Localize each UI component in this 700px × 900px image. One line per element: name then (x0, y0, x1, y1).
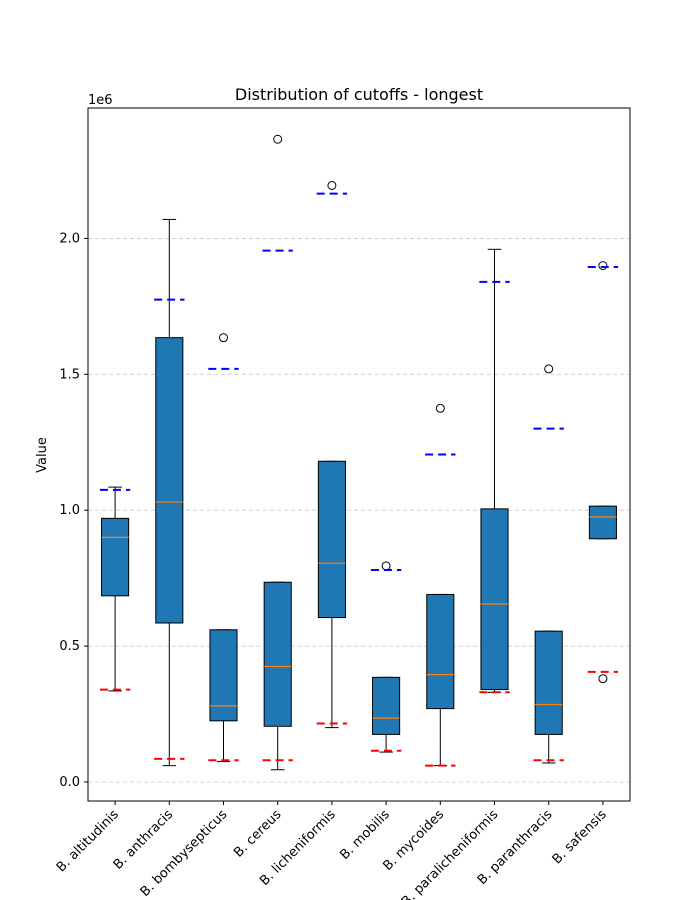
y-tick-label: 0.0 (59, 775, 80, 790)
outlier-point (327, 180, 337, 190)
box-5 (316, 180, 348, 729)
chart-title: Distribution of cutoffs - longest (235, 85, 483, 104)
x-tick-label: B. altitudinis (54, 807, 122, 875)
y-axis: 0.0 0.5 1.0 1.5 2.0 (59, 231, 88, 790)
y-axis-offset-label: 1e6 (88, 93, 113, 108)
box-body (101, 517, 130, 597)
box-body (263, 581, 292, 727)
box-8 (479, 248, 510, 694)
outlier-point (381, 561, 391, 571)
box-body (480, 508, 509, 691)
x-tick-label: B. mobilis (337, 807, 393, 863)
box-body (155, 337, 184, 624)
outlier-point (273, 134, 283, 144)
box-body (588, 505, 617, 540)
box-body (372, 676, 401, 735)
plot-area (99, 134, 619, 771)
box-7 (425, 403, 456, 767)
y-tick-label: 1.5 (59, 367, 80, 382)
x-tick-label: B. safensis (550, 807, 610, 867)
box-9 (533, 364, 564, 764)
plot-frame (87, 107, 631, 802)
box-1 (99, 486, 131, 692)
y-tick-label: 2.0 (59, 231, 80, 246)
box-body (209, 629, 238, 722)
outlier-point (598, 261, 608, 271)
outlier-point (598, 674, 608, 684)
box-3 (208, 333, 239, 763)
box-10 (587, 261, 619, 684)
y-tick-label: 0.5 (59, 639, 80, 654)
outlier-point (219, 333, 228, 343)
box-6 (370, 561, 402, 753)
outlier-point (435, 403, 445, 413)
box-4 (262, 134, 293, 771)
y-tick-label: 1.0 (59, 503, 80, 518)
y-axis-label: Value (35, 437, 50, 473)
x-tick-label: B. cereus (231, 807, 284, 860)
box-2 (154, 218, 185, 767)
box-body (426, 593, 455, 710)
outlier-point (544, 364, 554, 374)
box-body (534, 630, 563, 735)
box-body (317, 460, 346, 619)
